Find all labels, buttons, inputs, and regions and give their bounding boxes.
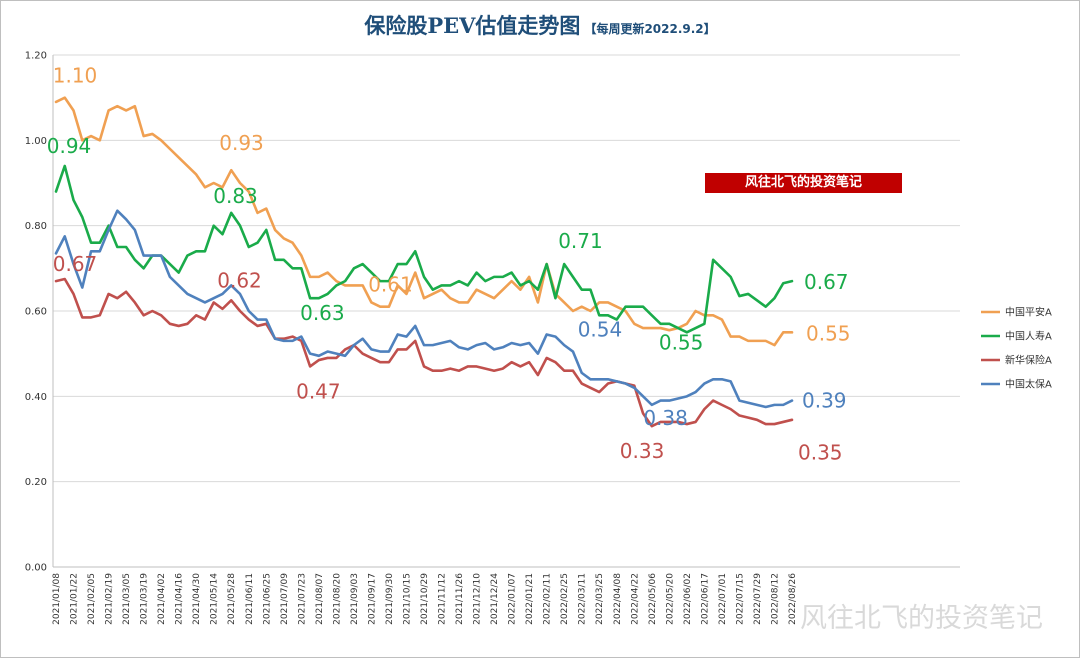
y-tick-label: 1.00 [25,136,47,147]
data-label: 0.67 [53,252,98,276]
x-tick-label: 2021/03/19 [140,573,150,625]
data-label: 0.54 [578,318,623,342]
x-tick-label: 2022/02/25 [560,573,570,625]
x-tick-label: 2022/03/11 [578,573,588,625]
x-tick-label: 2021/12/10 [473,573,483,625]
x-tick-label: 2022/06/02 [683,573,693,625]
series-line-2 [54,277,794,428]
x-tick-label: 2021/09/03 [350,573,360,625]
x-tick-label: 2022/07/15 [735,573,745,625]
x-tick-label: 2021/02/19 [105,573,115,625]
x-tick-label: 2021/10/29 [420,573,430,625]
x-tick-label: 2021/12/24 [490,573,500,625]
legend: 中国平安A 中国人寿A 新华保险A 中国太保A [981,306,1052,391]
data-label: 0.35 [798,441,843,465]
y-tick-label: 1.20 [25,51,47,62]
data-labels: 1.10 0.93 0.61 0.55 0.94 0.83 0.63 0.71 0.55 0.67… [47,64,851,465]
x-tick-label: 2022/02/11 [543,573,553,625]
data-label: 1.10 [53,64,98,88]
x-tick-label: 2021/06/11 [245,573,255,625]
data-label: 0.67 [804,270,849,294]
legend-label: 新华保险A [1005,354,1052,367]
y-tick-label: 0.00 [25,563,47,574]
x-tick-label: 2021/04/02 [157,573,167,625]
x-tick-label: 2021/08/07 [315,573,325,625]
data-label: 0.39 [802,389,847,413]
x-tick-label: 2021/01/08 [52,573,62,625]
x-tick-label: 2022/04/08 [613,573,623,625]
data-label: 0.62 [217,268,262,292]
data-label: 0.83 [213,184,258,208]
x-tick-label: 2022/04/22 [630,573,640,625]
data-label: 0.38 [643,406,688,430]
x-tick-label: 2022/01/07 [508,573,518,625]
data-label: 0.47 [296,379,341,403]
x-tick-label: 2022/05/06 [648,573,658,625]
y-tick-label: 0.60 [25,307,47,318]
y-tick-label: 0.80 [25,221,47,232]
series-layer [54,96,794,428]
chart-title-row: 保险股PEV估值走势图 【每周更新2022.9.2】 [0,10,1080,40]
grid-layer [53,54,960,568]
y-axis: 0.00 0.20 0.40 0.60 0.80 1.00 1.20 [25,51,54,574]
x-axis: 2021/01/08 2021/01/22 2021/02/05 2021/02/19… [52,566,960,625]
data-label: 0.93 [219,131,264,155]
watermark-banner: 风往北飞的投资笔记 [705,173,902,193]
series-line-3 [54,209,794,409]
legend-label: 中国人寿A [1005,330,1052,343]
x-tick-label: 2021/05/14 [210,573,220,625]
data-label: 0.55 [659,330,704,354]
x-tick-label: 2022/05/20 [665,573,675,625]
x-tick-label: 2021/10/15 [402,573,412,625]
data-label: 0.94 [47,134,92,158]
y-tick-label: 0.40 [25,392,47,403]
x-tick-label: 2021/03/05 [122,573,132,625]
series-line-0 [54,96,794,347]
x-tick-label: 2022/01/21 [525,573,535,625]
x-tick-label: 2022/06/17 [700,573,710,625]
x-tick-label: 2021/02/05 [87,573,97,625]
series-line-1 [54,164,794,334]
x-tick-label: 2021/09/17 [367,573,377,625]
legend-label: 中国太保A [1005,378,1052,391]
x-tick-label: 2021/11/26 [455,573,465,625]
data-label: 0.71 [558,229,603,253]
x-tick-label: 2021/08/20 [332,573,342,625]
corner-watermark: 风往北飞的投资笔记 [800,603,1043,634]
x-tick-label: 2022/08/26 [788,573,798,625]
chart-title: 保险股PEV估值走势图 [364,13,581,38]
x-tick-label: 2021/05/28 [227,573,237,625]
data-label: 0.33 [620,439,665,463]
x-tick-label: 2022/07/29 [753,573,763,625]
x-tick-label: 2021/09/30 [385,573,395,625]
x-tick-label: 2022/08/12 [770,573,780,625]
x-tick-label: 2022/03/25 [595,573,605,625]
data-label: 0.61 [368,273,413,297]
x-tick-label: 2021/07/09 [280,573,290,625]
chart-subtitle: 【每周更新2022.9.2】 [584,22,716,36]
x-tick-label: 2021/01/22 [70,573,80,625]
legend-label: 中国平安A [1005,306,1052,319]
x-tick-label: 2021/04/16 [175,573,185,625]
x-tick-label: 2022/07/01 [718,573,728,625]
x-tick-label: 2021/04/30 [192,573,202,625]
x-tick-label: 2021/11/12 [438,573,448,625]
data-label: 0.55 [806,321,851,345]
data-label: 0.63 [300,301,345,325]
x-tick-label: 2021/06/25 [262,573,272,625]
y-tick-label: 0.20 [25,477,47,488]
x-tick-label: 2021/07/23 [297,573,307,625]
